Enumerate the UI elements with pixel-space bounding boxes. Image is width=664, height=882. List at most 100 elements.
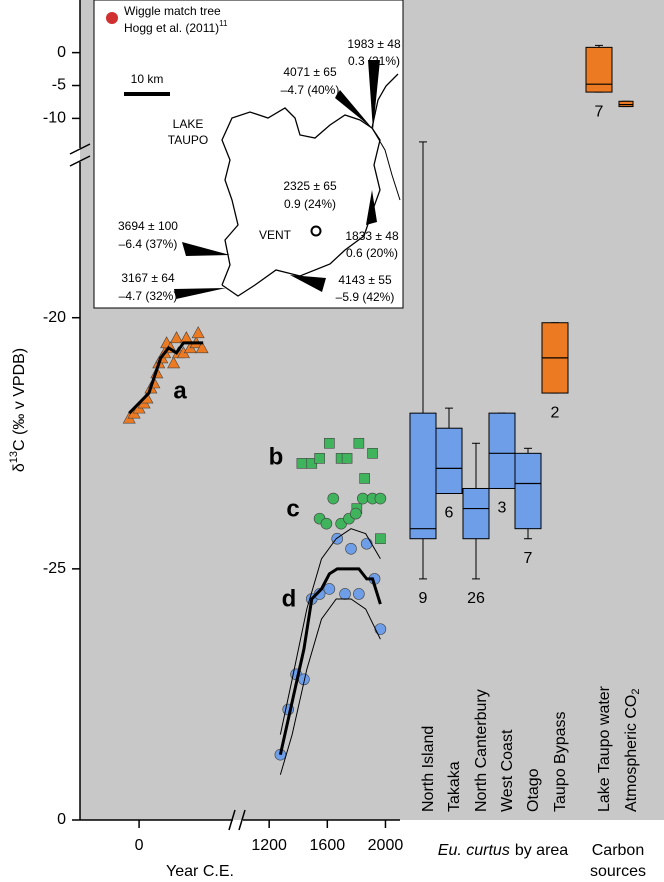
sample-d13c: 0.3 (21%): [348, 54, 400, 68]
line: [279, 528, 381, 735]
square-point: [353, 437, 365, 449]
square-point: [375, 533, 386, 545]
y-tick-label: -25: [43, 560, 66, 577]
axis-break: [69, 143, 91, 155]
circle-point: [353, 588, 365, 600]
box: [462, 487, 490, 540]
axes: δ13C (‰ v VPDB) Year C.E. Eu. curtus by a…: [8, 0, 646, 880]
triangle-point: [195, 341, 209, 354]
box: [409, 412, 437, 540]
square-point: [341, 453, 353, 464]
map-inset: Wiggle match tree Hogg et al. (2011)11 1…: [93, 0, 404, 309]
line: [278, 567, 382, 756]
sample-d13c: –4.7 (32%): [119, 289, 178, 303]
square-point: [324, 437, 335, 449]
y-tick-label: 0: [57, 811, 66, 828]
series-label: c: [286, 495, 299, 522]
category-label: Otago: [525, 768, 542, 812]
axis-break: [238, 809, 246, 831]
category-label: North Canterbury: [473, 689, 490, 812]
circle-point: [313, 588, 326, 600]
category-text: Otago: [525, 768, 542, 812]
box-count: 7: [595, 103, 604, 120]
x-tick-label: 2000: [368, 837, 404, 854]
category-label: Takaka: [446, 761, 463, 812]
category-text: Takaka: [446, 761, 463, 812]
circle-point: [350, 507, 362, 520]
triangle-point: [191, 326, 205, 339]
sample-d13c: –4.7 (40%): [281, 83, 340, 97]
vent-label: VENT: [259, 228, 292, 242]
box-count: 26: [467, 590, 485, 607]
lake-label: LAKE: [173, 117, 204, 131]
legend-text: Hogg et al. (2011)11: [124, 19, 228, 35]
category-label: Lake Taupo water: [596, 685, 613, 812]
box: [585, 46, 613, 93]
circle-point: [345, 542, 357, 555]
category-text: Atmospheric CO: [623, 695, 640, 812]
box: [488, 412, 516, 489]
series-label: a: [173, 377, 187, 404]
inset-frame: [93, 0, 404, 309]
circle-point: [323, 583, 336, 595]
wedge: [182, 242, 230, 256]
triangle-point: [169, 331, 184, 344]
sample-age: 2325 ± 65: [283, 179, 337, 193]
series-label: b: [269, 443, 284, 470]
circle-point: [356, 492, 369, 505]
category-label: Taupo Bypass: [552, 711, 569, 812]
sample-age: 3167 ± 64: [121, 271, 175, 285]
circle-point: [320, 517, 333, 530]
category-text: West Coast: [499, 729, 516, 812]
box-count: 7: [524, 550, 533, 567]
square-point: [314, 453, 325, 464]
line: [128, 341, 204, 415]
group-label: Carbon: [592, 842, 644, 859]
y2-tick-label: 0: [57, 44, 66, 61]
x-tick-label: 1600: [310, 837, 346, 854]
box-count: 2: [551, 404, 560, 421]
legend-text: Wiggle match tree: [124, 4, 221, 18]
legend-marker: [106, 12, 118, 24]
category-sub: 2: [630, 689, 642, 695]
lake-outline: [221, 73, 399, 297]
wedge: [174, 288, 226, 299]
box: [435, 427, 463, 495]
circle-point: [374, 492, 387, 505]
y-tick-label: -20: [43, 309, 66, 326]
line: [279, 598, 381, 775]
sample-age: 4143 ± 55: [338, 273, 392, 287]
y2-tick-label: -10: [43, 110, 66, 127]
box-count: 3: [498, 500, 507, 517]
group-label: sources: [590, 863, 646, 880]
y2-tick-label: -5: [52, 77, 66, 94]
wedge: [366, 190, 377, 225]
sample-age: 3694 ± 100: [118, 219, 178, 233]
category-label: West Coast: [499, 729, 516, 812]
box: [618, 100, 634, 108]
category-label: North Island: [420, 726, 437, 812]
circle-point: [360, 537, 373, 550]
sample-d13c: 0.9 (24%): [284, 197, 336, 211]
sample-age: 1983 ± 48: [347, 37, 401, 51]
scale-label: 10 km: [131, 72, 164, 86]
sample-d13c: 0.6 (20%): [346, 246, 398, 260]
box-count: 9: [419, 590, 428, 607]
category-text: North Island: [420, 726, 437, 812]
circle-point: [327, 492, 340, 505]
category-text: Lake Taupo water: [596, 685, 613, 812]
circle-point: [374, 623, 387, 635]
wedge: [290, 275, 326, 292]
y-axis-label: δ13C (‰ v VPDB): [8, 348, 28, 472]
x-axis-label: Year C.E.: [166, 863, 234, 880]
sample-d13c: –5.9 (42%): [336, 290, 395, 304]
category-text: Taupo Bypass: [552, 711, 569, 812]
wedge: [368, 60, 380, 130]
axis-break: [228, 809, 236, 831]
series-label: d: [282, 585, 297, 612]
category-text: North Canterbury: [473, 689, 490, 812]
x-tick-label: 0: [135, 837, 144, 854]
x-tick-label: 1200: [251, 837, 287, 854]
square-point: [367, 448, 378, 459]
